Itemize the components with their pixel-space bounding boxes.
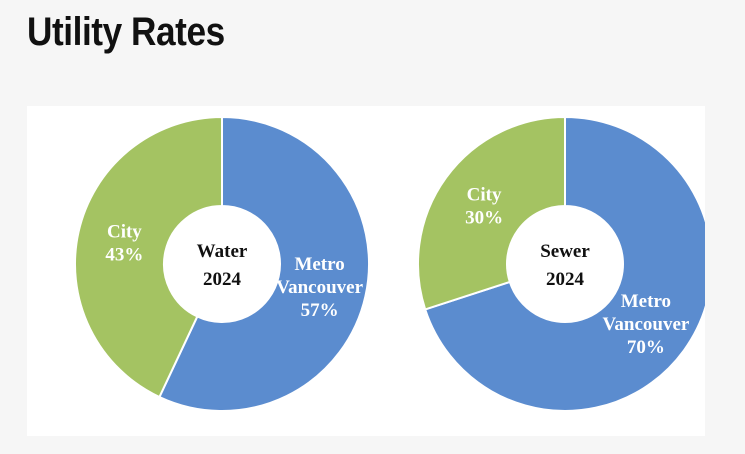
center-label: Water 2024	[197, 241, 248, 290]
donut-hole	[164, 206, 280, 322]
center-label-line: Water	[197, 241, 248, 262]
slice-label-city: City 43%	[105, 222, 143, 266]
center-label-line: Sewer	[540, 241, 590, 262]
slice-label-city-line: City	[107, 222, 142, 243]
slice-label-metro-vancouver-line: Vancouver	[276, 277, 363, 298]
center-label-line: 2024	[203, 269, 242, 290]
slice-label-city-line: 30%	[465, 208, 503, 229]
slice-label-city: City 30%	[465, 185, 503, 229]
slice-label-metro-vancouver-line: Vancouver	[602, 314, 689, 335]
slice-label-metro-vancouver: Metro Vancouver 57%	[276, 254, 363, 321]
slice-label-metro-vancouver-line: Metro	[621, 291, 671, 312]
slice-label-metro-vancouver: Metro Vancouver 70%	[602, 291, 689, 358]
slice-label-metro-vancouver-line: 70%	[627, 337, 665, 358]
center-label-line: 2024	[546, 269, 585, 290]
donut-hole	[507, 206, 623, 322]
chart-panel: Metro Vancouver 57% City 43% Water 2024 Metro Va…	[27, 106, 705, 436]
slice-label-metro-vancouver-line: 57%	[301, 300, 339, 321]
donut-chart-1: Metro Vancouver 57% City 43% Water 2024	[74, 115, 370, 412]
donut-chart-2: Metro Vancouver 70% City 30% Sewer 2024	[417, 115, 705, 412]
slice-label-city-line: City	[467, 185, 502, 206]
slice-label-metro-vancouver-line: Metro	[294, 254, 344, 275]
page-title: Utility Rates	[27, 10, 225, 54]
center-label: Sewer 2024	[540, 241, 590, 290]
slice-label-city-line: 43%	[105, 245, 143, 266]
